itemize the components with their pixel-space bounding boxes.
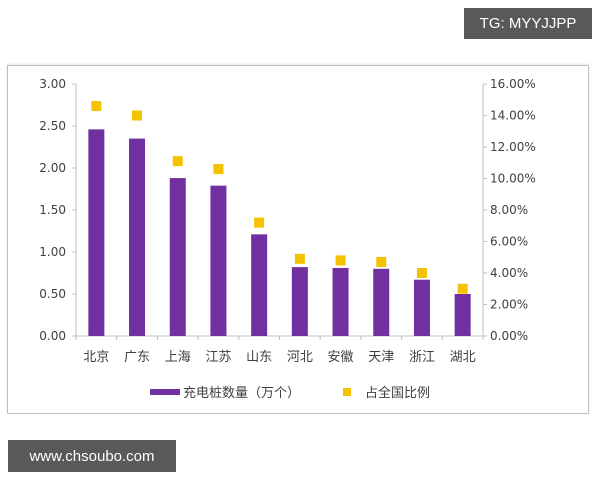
- bar: [169, 178, 186, 336]
- marker-point: [376, 256, 387, 267]
- marker-series: [91, 101, 468, 294]
- right-tick-label: 4.00%: [490, 266, 528, 280]
- marker-point: [172, 156, 183, 167]
- right-tick-label: 8.00%: [490, 203, 528, 217]
- bar: [291, 267, 308, 336]
- category-label: 浙江: [409, 350, 435, 365]
- category-label: 广东: [124, 350, 150, 365]
- legend-marker-label: 占全国比例: [365, 385, 430, 401]
- bar: [373, 268, 390, 336]
- marker-point: [416, 268, 427, 278]
- left-tick-label: 1.00: [39, 245, 66, 259]
- category-label: 湖北: [450, 350, 476, 365]
- bar: [210, 185, 227, 336]
- x-axis: 北京 广东 上海 江苏 山东 河北 安徽 天津 浙江 湖北: [75, 335, 484, 365]
- category-label: 江苏: [205, 349, 231, 365]
- right-tick-label: 2.00%: [490, 298, 528, 312]
- marker-point: [213, 164, 224, 175]
- category-label: 安徽: [328, 350, 354, 365]
- legend: 充电桩数量（万个） 占全国比例: [150, 385, 430, 401]
- right-tick-label: 16.00%: [490, 77, 536, 91]
- category-label: 上海: [165, 350, 191, 365]
- bar: [413, 279, 430, 336]
- category-label: 山东: [246, 350, 272, 365]
- right-tick-label: 6.00%: [490, 235, 528, 249]
- legend-marker-swatch: [343, 388, 351, 396]
- bar: [251, 234, 268, 336]
- marker-point: [294, 253, 305, 264]
- left-tick-label: 0.00: [39, 329, 66, 343]
- bar-series: [88, 129, 471, 336]
- bar: [454, 294, 471, 336]
- right-y-axis: 0.00% 2.00% 4.00% 6.00% 8.00% 10.00% 12.00% 14.…: [482, 77, 536, 343]
- marker-point: [457, 283, 468, 294]
- marker-point: [254, 217, 265, 228]
- marker-point: [132, 110, 143, 121]
- left-tick-label: 0.50: [39, 287, 66, 301]
- left-tick-label: 2.50: [39, 119, 66, 133]
- right-tick-label: 10.00%: [490, 172, 536, 186]
- category-label: 河北: [287, 350, 313, 365]
- marker-point: [91, 101, 102, 112]
- bar: [332, 267, 349, 336]
- right-tick-label: 14.00%: [490, 109, 536, 123]
- category-label: 北京: [83, 350, 109, 365]
- left-tick-label: 1.50: [39, 203, 66, 217]
- watermark-bottom-left: www.chsoubo.com: [8, 440, 176, 472]
- bar: [88, 129, 105, 336]
- bar: [129, 138, 146, 336]
- right-tick-label: 0.00%: [490, 329, 528, 343]
- legend-bar-swatch: [150, 389, 180, 395]
- right-tick-label: 12.00%: [490, 140, 536, 154]
- category-label: 天津: [368, 350, 394, 365]
- left-tick-label: 3.00: [39, 77, 66, 91]
- legend-bar-label: 充电桩数量（万个）: [183, 385, 300, 401]
- watermark-top-right: TG: MYYJJPP: [464, 8, 592, 39]
- left-y-axis: 0.00 0.50 1.00 1.50 2.00 2.50 3.00: [39, 77, 77, 343]
- marker-point: [335, 255, 346, 266]
- left-tick-label: 2.00: [39, 161, 66, 175]
